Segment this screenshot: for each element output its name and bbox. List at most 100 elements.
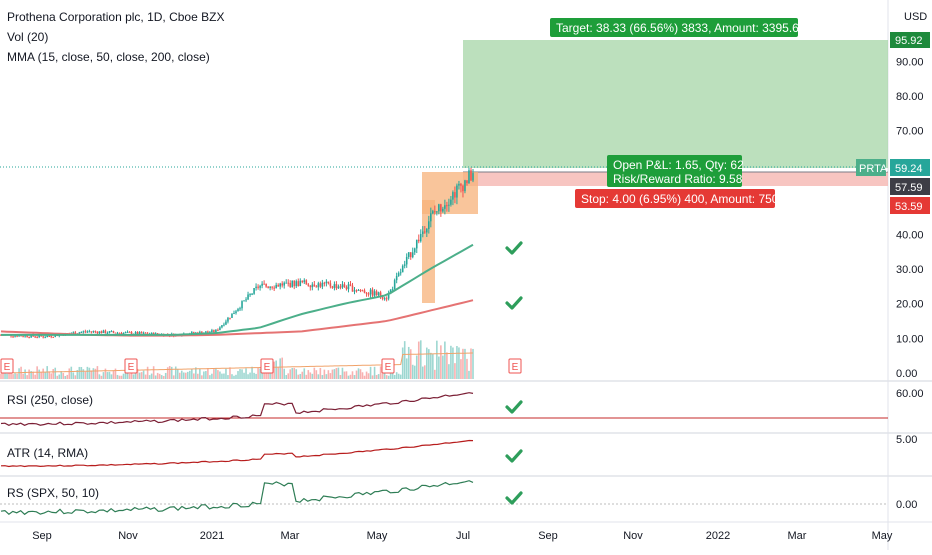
candle-body[interactable] xyxy=(468,170,470,184)
candle-body[interactable] xyxy=(134,332,137,335)
candle-body[interactable] xyxy=(291,280,294,287)
volume-bar[interactable] xyxy=(172,375,175,379)
volume-bar[interactable] xyxy=(28,369,30,379)
volume-bar[interactable] xyxy=(317,374,320,379)
candle-body[interactable] xyxy=(399,272,402,274)
candle-body[interactable] xyxy=(371,289,374,296)
candle-body[interactable] xyxy=(421,231,424,234)
volume-bar[interactable] xyxy=(82,369,85,379)
candle-body[interactable] xyxy=(301,280,304,283)
volume-bar[interactable] xyxy=(170,366,173,379)
candle-body[interactable] xyxy=(255,286,257,289)
candle-body[interactable] xyxy=(84,331,87,333)
volume-bar[interactable] xyxy=(168,366,171,379)
candle-body[interactable] xyxy=(430,213,432,222)
candle-body[interactable] xyxy=(423,231,426,233)
candle-body[interactable] xyxy=(245,299,247,301)
volume-bar[interactable] xyxy=(383,370,386,379)
volume-bar[interactable] xyxy=(299,373,302,379)
candle-body[interactable] xyxy=(78,332,81,334)
candle-body[interactable] xyxy=(329,283,332,287)
candle-body[interactable] xyxy=(237,309,239,312)
candle-body[interactable] xyxy=(114,332,117,334)
volume-bar[interactable] xyxy=(466,358,468,379)
volume-bar[interactable] xyxy=(0,373,2,379)
volume-bar[interactable] xyxy=(401,347,404,379)
candle-body[interactable] xyxy=(20,335,22,337)
volume-bar[interactable] xyxy=(277,367,279,379)
volume-bar[interactable] xyxy=(331,369,334,379)
candle-body[interactable] xyxy=(108,331,111,333)
volume-bar[interactable] xyxy=(367,373,370,379)
volume-bar[interactable] xyxy=(142,370,145,379)
candle-body[interactable] xyxy=(387,293,390,299)
candle-body[interactable] xyxy=(0,334,2,336)
volume-bar[interactable] xyxy=(227,375,229,379)
candle-body[interactable] xyxy=(442,208,444,212)
volume-bar[interactable] xyxy=(387,375,390,379)
volume-bar[interactable] xyxy=(379,366,382,379)
candle-body[interactable] xyxy=(407,252,410,257)
candle-body[interactable] xyxy=(446,205,448,207)
candle-body[interactable] xyxy=(335,284,338,289)
candle-body[interactable] xyxy=(213,330,215,333)
volume-bar[interactable] xyxy=(110,374,113,379)
candle-body[interactable] xyxy=(275,284,277,289)
volume-bar[interactable] xyxy=(456,346,458,379)
volume-bar[interactable] xyxy=(428,349,430,379)
candle-body[interactable] xyxy=(269,286,271,288)
volume-bar[interactable] xyxy=(399,374,402,379)
candle-body[interactable] xyxy=(375,291,378,296)
candle-body[interactable] xyxy=(249,294,251,296)
candle-body[interactable] xyxy=(253,288,255,294)
candle-body[interactable] xyxy=(339,286,342,288)
candle-body[interactable] xyxy=(349,284,352,286)
volume-bar[interactable] xyxy=(64,375,67,379)
volume-bar[interactable] xyxy=(375,374,378,379)
candle-body[interactable] xyxy=(273,287,275,289)
volume-bar[interactable] xyxy=(225,368,227,379)
candle-body[interactable] xyxy=(419,233,422,242)
volume-bar[interactable] xyxy=(211,373,213,379)
volume-bar[interactable] xyxy=(293,367,296,379)
earnings-marker[interactable] xyxy=(381,358,395,374)
candle-body[interactable] xyxy=(72,332,75,334)
volume-bar[interactable] xyxy=(251,366,253,379)
candle-body[interactable] xyxy=(82,331,85,333)
candle-body[interactable] xyxy=(50,336,53,338)
candle-body[interactable] xyxy=(30,334,32,338)
volume-bar[interactable] xyxy=(166,367,169,379)
atr-legend[interactable]: ATR (14, RMA) xyxy=(7,446,89,460)
candle-body[interactable] xyxy=(325,281,328,284)
volume-bar[interactable] xyxy=(434,369,436,379)
candle-body[interactable] xyxy=(86,331,89,333)
volume-bar[interactable] xyxy=(335,368,338,379)
candle-body[interactable] xyxy=(251,293,253,295)
volume-bar[interactable] xyxy=(405,358,408,379)
volume-bar[interactable] xyxy=(279,358,281,379)
volume-bar[interactable] xyxy=(253,372,255,379)
volume-bar[interactable] xyxy=(22,373,24,379)
volume-bar[interactable] xyxy=(32,371,34,379)
volume-bar[interactable] xyxy=(219,371,221,379)
candle-body[interactable] xyxy=(319,283,322,287)
candle-body[interactable] xyxy=(14,335,16,337)
candle-body[interactable] xyxy=(309,285,312,288)
volume-bar[interactable] xyxy=(470,348,472,379)
volume-bar[interactable] xyxy=(313,367,316,379)
volume-bar[interactable] xyxy=(146,366,149,379)
volume-bar[interactable] xyxy=(136,368,139,379)
volume-bar[interactable] xyxy=(291,368,294,379)
volume-bar[interactable] xyxy=(112,370,115,379)
volume-bar[interactable] xyxy=(327,370,330,379)
candle-body[interactable] xyxy=(436,211,438,213)
volume-bar[interactable] xyxy=(92,368,95,379)
candle-body[interactable] xyxy=(297,281,300,287)
candle-body[interactable] xyxy=(373,291,376,296)
volume-bar[interactable] xyxy=(60,371,63,379)
candle-body[interactable] xyxy=(112,331,115,333)
candle-body[interactable] xyxy=(219,327,221,331)
volume-bar[interactable] xyxy=(321,375,324,379)
volume-bar[interactable] xyxy=(237,371,239,379)
